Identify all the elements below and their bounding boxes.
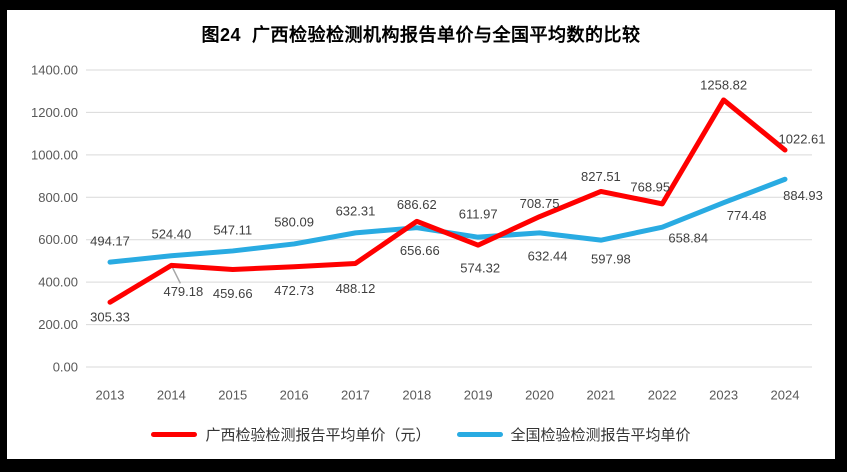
data-label-national: 494.17 bbox=[90, 234, 130, 249]
x-tick-label: 2023 bbox=[709, 388, 738, 403]
data-label-national: 597.98 bbox=[591, 252, 631, 267]
x-tick-label: 2020 bbox=[525, 388, 554, 403]
x-tick-label: 2018 bbox=[402, 388, 431, 403]
data-label-national: 632.31 bbox=[336, 203, 376, 218]
y-tick-label: 1200.00 bbox=[31, 105, 78, 120]
y-tick-label: 800.00 bbox=[38, 190, 78, 205]
data-label-guangxi: 574.32 bbox=[460, 261, 500, 276]
x-tick-label: 2021 bbox=[586, 388, 615, 403]
data-label-guangxi: 708.75 bbox=[520, 196, 560, 211]
data-label-national: 658.84 bbox=[668, 231, 708, 246]
y-tick-label: 400.00 bbox=[38, 275, 78, 290]
x-tick-label: 2016 bbox=[280, 388, 309, 403]
x-tick-label: 2022 bbox=[648, 388, 677, 403]
data-label-guangxi: 488.12 bbox=[336, 281, 376, 296]
legend-swatch-national-icon bbox=[456, 432, 503, 437]
legend-item-guangxi: 广西检验检测报告平均单价（元） bbox=[151, 424, 431, 445]
data-label-guangxi: 472.73 bbox=[274, 283, 314, 298]
y-tick-label: 1400.00 bbox=[31, 63, 78, 78]
legend-swatch-guangxi-icon bbox=[151, 432, 198, 437]
chart-title: 图24 广西检验检测机构报告单价与全国平均数的比较 bbox=[201, 25, 641, 45]
series-line-national bbox=[107, 176, 788, 265]
data-label-guangxi: 686.62 bbox=[397, 197, 437, 212]
label-leader-line bbox=[170, 265, 182, 284]
data-label-guangxi: 827.51 bbox=[581, 169, 621, 184]
data-label-national: 774.48 bbox=[727, 208, 767, 223]
x-tick-label: 2017 bbox=[341, 388, 370, 403]
x-tick-label: 2019 bbox=[464, 388, 493, 403]
y-tick-label: 1000.00 bbox=[31, 147, 78, 162]
legend-item-national: 全国检验检测报告平均单价 bbox=[456, 424, 691, 445]
legend: 广西检验检测报告平均单价（元） 全国检验检测报告平均单价 bbox=[7, 424, 835, 445]
x-tick-label: 2014 bbox=[157, 388, 186, 403]
data-label-national: 656.66 bbox=[400, 243, 440, 258]
y-tick-label: 0.00 bbox=[53, 360, 78, 375]
y-tick-label: 600.00 bbox=[38, 232, 78, 247]
series-line-guangxi bbox=[107, 97, 788, 305]
x-tick-label: 2015 bbox=[218, 388, 247, 403]
line-chart-svg: 0.00 200.00 400.00 600.00 800.00 1000.00 1200.… bbox=[31, 63, 826, 403]
x-tick-label: 2024 bbox=[771, 388, 800, 403]
data-label-national: 632.44 bbox=[528, 248, 568, 263]
data-label-guangxi: 305.33 bbox=[90, 310, 130, 325]
data-label-national: 580.09 bbox=[274, 214, 314, 229]
data-label-guangxi: 1258.82 bbox=[700, 77, 747, 92]
legend-label-guangxi: 广西检验检测报告平均单价（元） bbox=[205, 427, 431, 444]
data-label-national: 611.97 bbox=[459, 207, 498, 222]
data-label-national: 547.11 bbox=[213, 222, 252, 237]
x-tick-label: 2013 bbox=[96, 388, 125, 403]
data-label-national: 524.40 bbox=[151, 226, 191, 241]
data-label-guangxi: 479.18 bbox=[163, 284, 203, 299]
legend-label-national: 全国检验检测报告平均单价 bbox=[510, 427, 691, 444]
y-tick-label: 200.00 bbox=[38, 317, 78, 332]
data-label-national: 884.93 bbox=[783, 188, 823, 203]
data-label-guangxi: 459.66 bbox=[213, 286, 253, 301]
data-label-guangxi: 768.95 bbox=[630, 179, 670, 194]
data-label-guangxi: 1022.61 bbox=[779, 132, 826, 147]
